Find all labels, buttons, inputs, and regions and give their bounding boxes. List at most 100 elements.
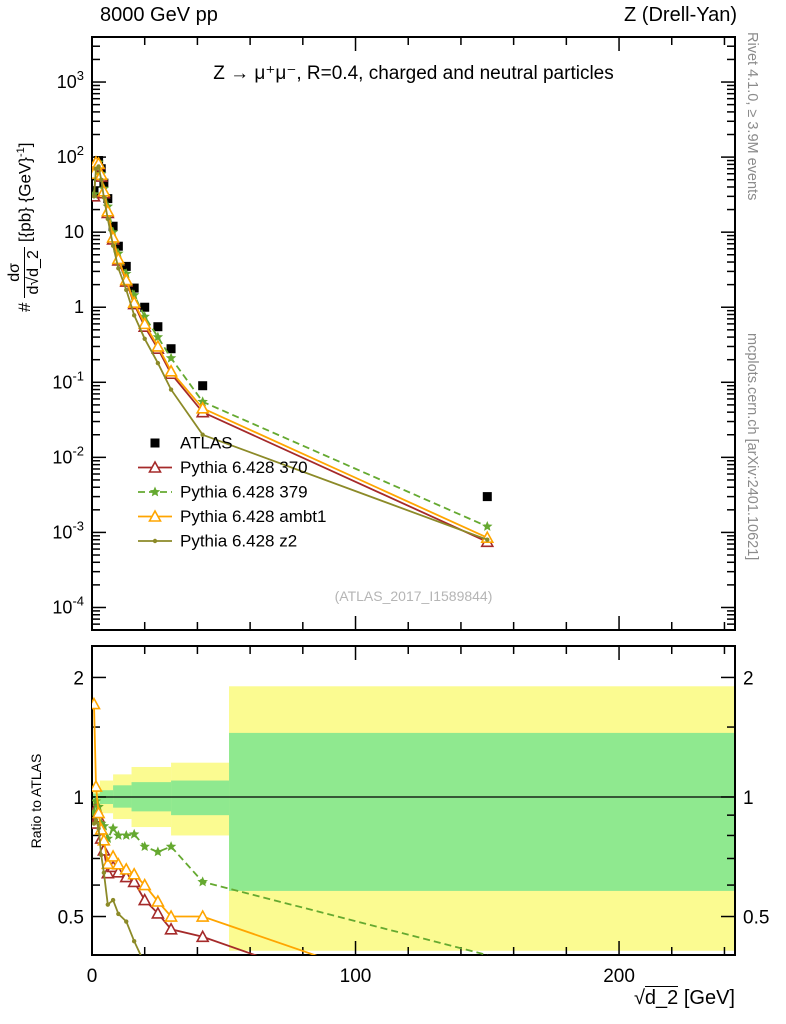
data-point (149, 486, 161, 497)
main-panel-frame (91, 36, 736, 631)
svg-text:1: 1 (73, 788, 84, 809)
data-point (195, 929, 210, 943)
data-point (482, 521, 493, 531)
data-point (127, 874, 142, 888)
data-point (113, 830, 124, 840)
svg-text:0: 0 (87, 966, 98, 987)
data-point (155, 360, 161, 366)
data-point (480, 530, 495, 544)
svg-text:2: 2 (73, 668, 84, 689)
data-point (195, 401, 210, 414)
data-point (92, 821, 97, 826)
data-point (137, 316, 152, 330)
data-point (142, 336, 147, 341)
data-point (99, 177, 104, 182)
data-point (92, 194, 97, 199)
data-point (108, 221, 118, 231)
data-point (106, 849, 120, 862)
data-point (152, 331, 164, 342)
data-point (482, 492, 492, 502)
data-point (139, 841, 150, 851)
data-point (140, 302, 150, 312)
analysis-watermark: (ATLAS_2017_I1589844) (334, 588, 493, 604)
data-point (124, 919, 129, 924)
data-point (148, 460, 162, 473)
data-point (92, 779, 103, 792)
data-point (139, 311, 150, 322)
data-point (485, 537, 490, 542)
svg-text:100: 100 (340, 966, 372, 987)
data-point (166, 344, 176, 354)
ylabel-prefix: # (14, 302, 34, 312)
data-point (96, 164, 101, 169)
x-axis-label: √d_2 [GeV] (633, 986, 735, 1009)
svg-text:1: 1 (743, 788, 754, 809)
data-point (103, 194, 113, 204)
data-point (105, 902, 111, 907)
data-point (121, 830, 132, 840)
data-point (116, 266, 121, 271)
data-point (131, 938, 137, 944)
data-point (197, 876, 208, 887)
data-point (137, 877, 152, 891)
data-point (152, 846, 164, 857)
svg-text:10-3: 10-3 (52, 518, 84, 542)
mcplots-reference-note: mcplots.cern.ch [arXiv:2401.10621] (744, 333, 760, 561)
data-point (113, 241, 123, 251)
data-point (110, 243, 116, 248)
data-point (97, 833, 111, 846)
data-point (131, 313, 137, 318)
svg-text:10-4: 10-4 (52, 593, 84, 617)
data-point (198, 381, 208, 391)
plot-title: Z → μ⁺μ⁻, R=0.4, charged and neutral par… (213, 63, 614, 84)
data-point (99, 178, 109, 188)
legend-label: ATLAS (180, 434, 233, 453)
data-point (151, 906, 165, 919)
svg-text:10-1: 10-1 (52, 368, 84, 392)
data-point (128, 828, 140, 839)
svg-text:10: 10 (64, 222, 84, 242)
data-point (105, 216, 111, 222)
data-point (101, 870, 107, 875)
data-point (165, 352, 177, 363)
data-point (129, 283, 139, 293)
sqrt-sign: √ (633, 987, 645, 1009)
legend-label: Pythia 6.428 379 (180, 483, 308, 502)
data-point (100, 856, 115, 870)
ratio-uncertainty-bands (92, 686, 735, 951)
data-point (99, 852, 104, 858)
data-point (127, 867, 142, 880)
data-point (93, 817, 99, 823)
svg-text:2: 2 (743, 668, 754, 689)
data-point (119, 862, 134, 875)
svg-text:200: 200 (603, 966, 635, 987)
data-point (165, 841, 177, 851)
svg-text:1: 1 (74, 297, 84, 317)
header-beam-label: 8000 GeV pp (100, 4, 218, 26)
ratio-series (92, 696, 488, 955)
data-point (106, 230, 120, 243)
data-point (151, 894, 165, 907)
data-point (153, 322, 163, 332)
data-point (200, 432, 205, 437)
data-point (101, 195, 107, 200)
data-point (92, 696, 101, 710)
data-point (102, 833, 113, 843)
data-point (121, 261, 131, 271)
ylabel-units: [{pb} {GeV}-1] (14, 142, 35, 243)
data-point (110, 897, 116, 903)
data-point (92, 805, 106, 819)
data-point (148, 509, 162, 522)
main-series (92, 155, 495, 548)
legend-label: Pythia 6.428 z2 (180, 532, 297, 551)
data-point (107, 822, 119, 833)
data-point (151, 339, 165, 352)
svg-text:10-2: 10-2 (52, 443, 84, 467)
legend-label: Pythia 6.428 370 (180, 458, 308, 477)
ylabel-fraction: dσ d√d_2 (6, 247, 44, 298)
data-point (195, 909, 210, 922)
data-point (150, 438, 160, 448)
svg-text:102: 102 (57, 143, 84, 167)
